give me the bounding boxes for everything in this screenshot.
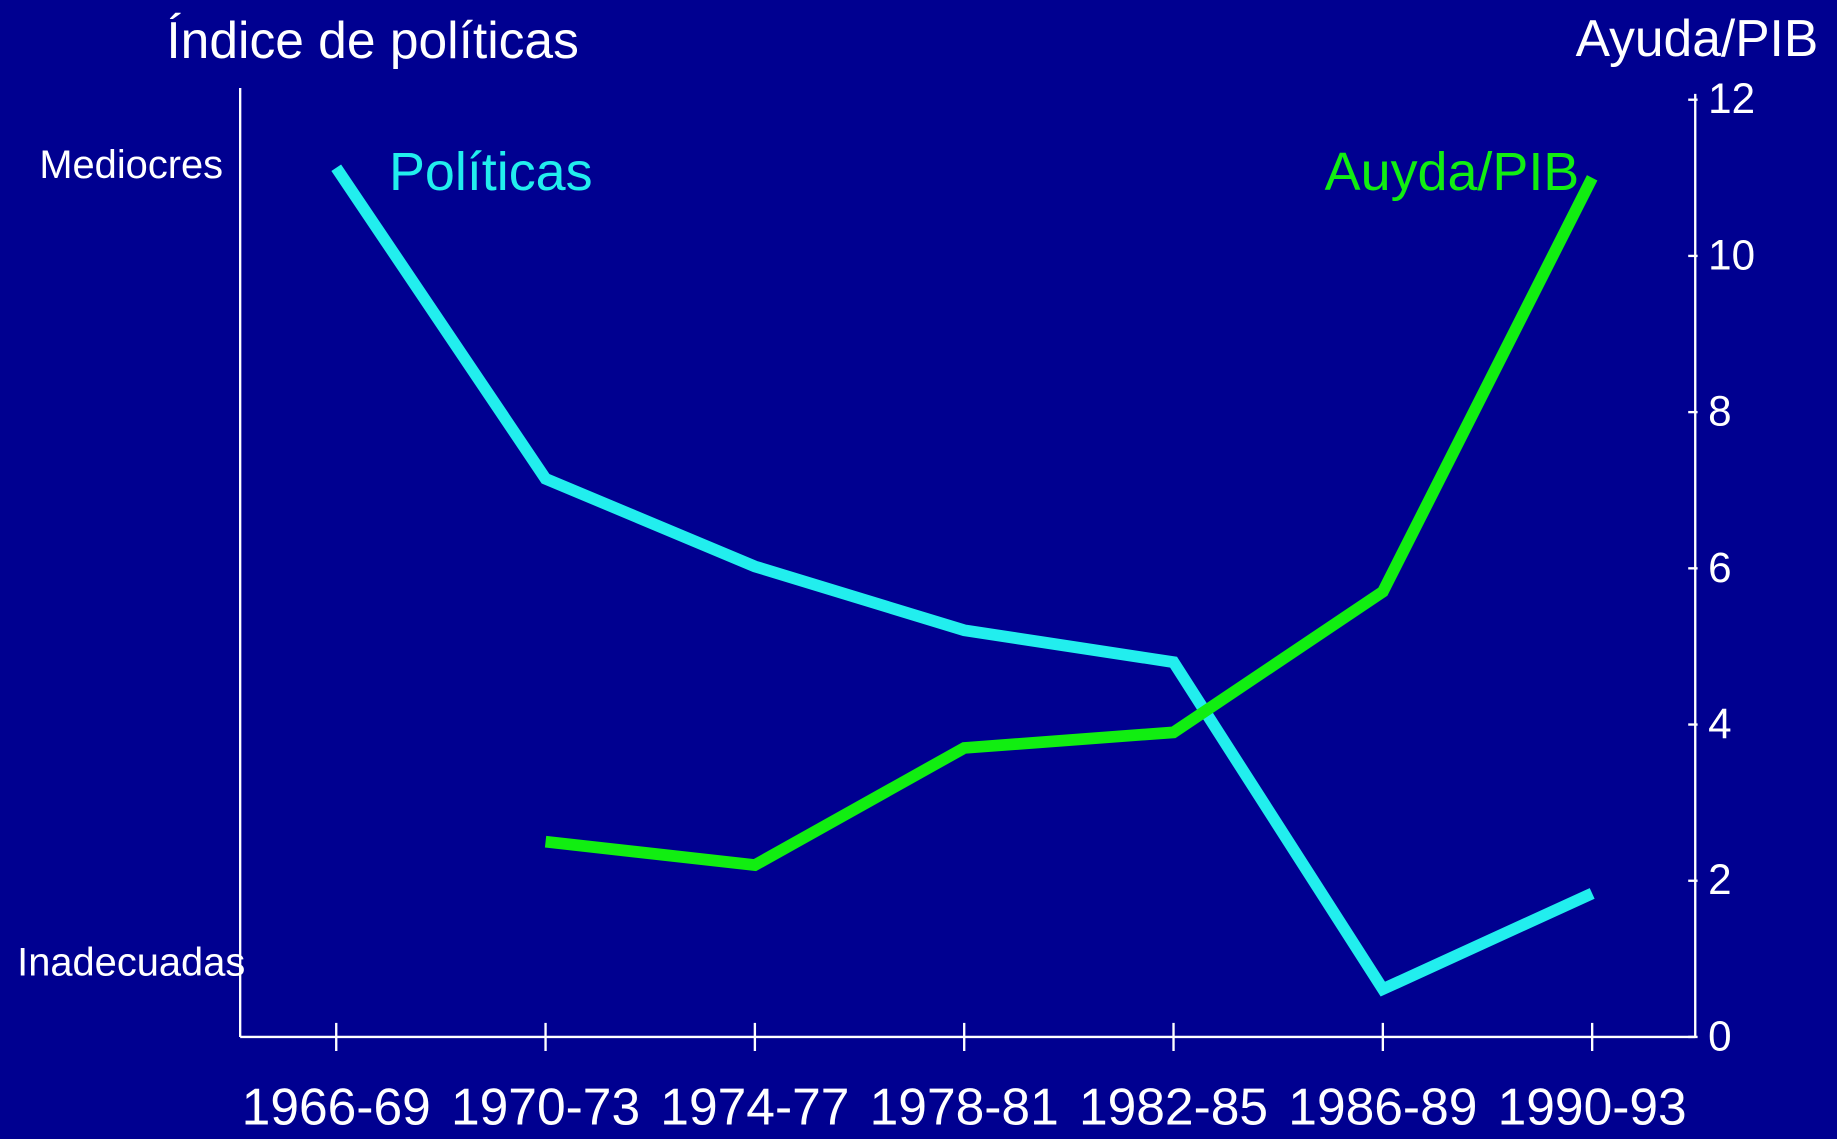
y2-axis-title: Ayuda/PIB xyxy=(1576,9,1819,67)
x-tick-label: 1982-85 xyxy=(1079,1077,1268,1135)
y-tick-label: Mediocres xyxy=(39,143,223,187)
y2-tick-label: 0 xyxy=(1708,1012,1731,1059)
x-tick-label: 1990-93 xyxy=(1498,1077,1687,1135)
y-axis-title: Índice de políticas xyxy=(166,11,579,69)
x-tick-label: 1978-81 xyxy=(870,1077,1059,1135)
y2-tick-label: 4 xyxy=(1708,700,1731,747)
x-tick-label: 1986-89 xyxy=(1288,1077,1477,1135)
y2-tick-label: 6 xyxy=(1708,544,1731,591)
series-label: Auyda/PIB xyxy=(1325,142,1580,202)
series-line xyxy=(544,175,1598,872)
x-tick-label: 1974-77 xyxy=(660,1077,849,1135)
series-line xyxy=(331,164,1595,997)
x-tick-label: 1966-69 xyxy=(242,1077,431,1135)
series-label: Políticas xyxy=(389,142,593,202)
y-tick-label: Inadecuadas xyxy=(17,941,245,985)
y2-tick-label: 10 xyxy=(1708,231,1755,278)
y2-tick-label: 2 xyxy=(1708,856,1731,903)
y2-tick-label: 12 xyxy=(1708,75,1755,122)
y2-tick-label: 8 xyxy=(1708,388,1731,435)
x-tick-label: 1970-73 xyxy=(451,1077,640,1135)
